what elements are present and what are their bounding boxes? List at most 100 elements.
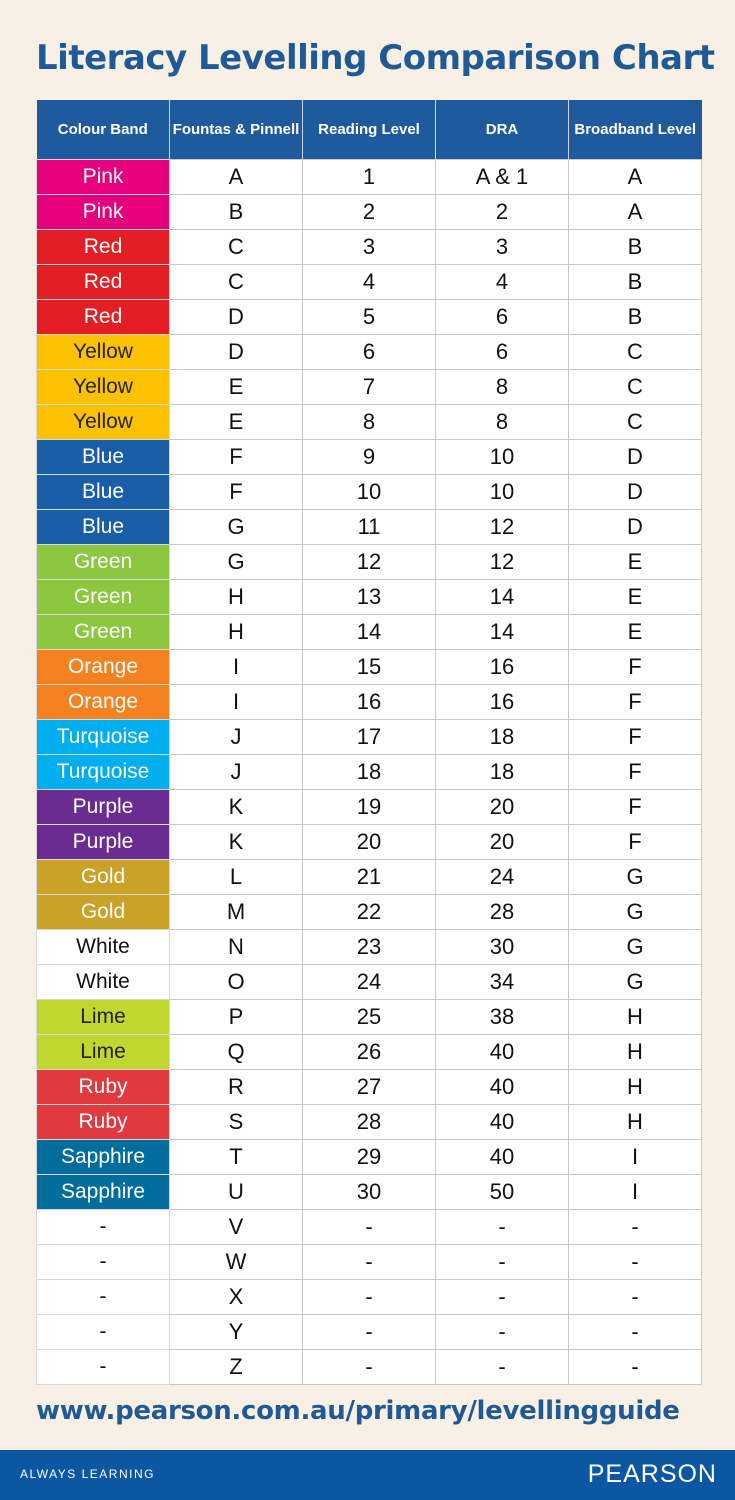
cell-reading-level: 18 xyxy=(302,754,436,790)
cell-dra: 18 xyxy=(435,719,569,755)
cell-broadband-level: G xyxy=(568,894,702,930)
cell-broadband-level: B xyxy=(568,299,702,335)
cell-broadband-level: - xyxy=(568,1244,702,1280)
table-row: Blue F 9 10 D xyxy=(36,439,702,475)
cell-fountas-pinnell: G xyxy=(169,544,303,580)
cell-reading-level: 3 xyxy=(302,229,436,265)
cell-dra: 14 xyxy=(435,579,569,615)
cell-dra: 16 xyxy=(435,649,569,685)
cell-colour-band: Gold xyxy=(36,894,170,930)
table-row: Ruby S 28 40 H xyxy=(36,1104,702,1140)
table-row: Purple K 20 20 F xyxy=(36,824,702,860)
table-row: Red C 4 4 B xyxy=(36,264,702,300)
cell-colour-band: Ruby xyxy=(36,1069,170,1105)
footer-bar: ALWAYS LEARNING PEARSON xyxy=(0,1450,735,1500)
cell-fountas-pinnell: F xyxy=(169,439,303,475)
cell-colour-band: - xyxy=(36,1209,170,1245)
cell-broadband-level: I xyxy=(568,1139,702,1175)
cell-dra: 6 xyxy=(435,299,569,335)
cell-fountas-pinnell: V xyxy=(169,1209,303,1245)
cell-colour-band: Blue xyxy=(36,509,170,545)
cell-fountas-pinnell: B xyxy=(169,194,303,230)
cell-dra: 34 xyxy=(435,964,569,1000)
table-row: Lime P 25 38 H xyxy=(36,999,702,1035)
cell-broadband-level: - xyxy=(568,1209,702,1245)
table-row: Yellow D 6 6 C xyxy=(36,334,702,370)
cell-fountas-pinnell: Y xyxy=(169,1314,303,1350)
cell-colour-band: Purple xyxy=(36,824,170,860)
cell-colour-band: Ruby xyxy=(36,1104,170,1140)
cell-fountas-pinnell: P xyxy=(169,999,303,1035)
cell-broadband-level: G xyxy=(568,859,702,895)
table-body: Pink A 1 A & 1 A Pink B 2 2 A Red C 3 3 B Red C 4 4 B Red D 5 6… xyxy=(36,159,702,1385)
table-row: Gold M 22 28 G xyxy=(36,894,702,930)
cell-reading-level: 22 xyxy=(302,894,436,930)
table-row: -X--- xyxy=(36,1279,702,1315)
cell-reading-level: 27 xyxy=(302,1069,436,1105)
cell-reading-level: 19 xyxy=(302,789,436,825)
cell-dra: 14 xyxy=(435,614,569,650)
website-link[interactable]: www.pearson.com.au/primary/levellingguid… xyxy=(36,1396,680,1426)
cell-reading-level: 30 xyxy=(302,1174,436,1210)
cell-reading-level: 16 xyxy=(302,684,436,720)
cell-colour-band: Yellow xyxy=(36,404,170,440)
cell-broadband-level: G xyxy=(568,964,702,1000)
cell-colour-band: Blue xyxy=(36,439,170,475)
cell-broadband-level: F xyxy=(568,789,702,825)
cell-fountas-pinnell: I xyxy=(169,649,303,685)
cell-fountas-pinnell: T xyxy=(169,1139,303,1175)
cell-reading-level: 6 xyxy=(302,334,436,370)
cell-dra: 24 xyxy=(435,859,569,895)
cell-reading-level: - xyxy=(302,1314,436,1350)
cell-colour-band: Yellow xyxy=(36,334,170,370)
table-row: Blue F 10 10 D xyxy=(36,474,702,510)
cell-broadband-level: G xyxy=(568,929,702,965)
cell-colour-band: Orange xyxy=(36,649,170,685)
cell-broadband-level: F xyxy=(568,754,702,790)
cell-colour-band: Yellow xyxy=(36,369,170,405)
cell-reading-level: - xyxy=(302,1279,436,1315)
cell-colour-band: White xyxy=(36,929,170,965)
cell-broadband-level: C xyxy=(568,404,702,440)
cell-fountas-pinnell: F xyxy=(169,474,303,510)
table-row: Purple K 19 20 F xyxy=(36,789,702,825)
cell-reading-level: 13 xyxy=(302,579,436,615)
cell-dra: - xyxy=(435,1244,569,1280)
cell-dra: 16 xyxy=(435,684,569,720)
cell-broadband-level: D xyxy=(568,509,702,545)
cell-colour-band: Orange xyxy=(36,684,170,720)
cell-dra: A & 1 xyxy=(435,159,569,195)
cell-reading-level: - xyxy=(302,1349,436,1385)
table-row: -Y--- xyxy=(36,1314,702,1350)
cell-colour-band: Pink xyxy=(36,159,170,195)
cell-broadband-level: C xyxy=(568,369,702,405)
table-row: -Z--- xyxy=(36,1349,702,1385)
cell-colour-band: Lime xyxy=(36,1034,170,1070)
cell-colour-band: Turquoise xyxy=(36,754,170,790)
table-row: -V--- xyxy=(36,1209,702,1245)
cell-fountas-pinnell: U xyxy=(169,1174,303,1210)
cell-fountas-pinnell: E xyxy=(169,404,303,440)
cell-dra: 28 xyxy=(435,894,569,930)
cell-fountas-pinnell: N xyxy=(169,929,303,965)
cell-reading-level: 20 xyxy=(302,824,436,860)
cell-dra: 20 xyxy=(435,824,569,860)
cell-broadband-level: I xyxy=(568,1174,702,1210)
cell-dra: 50 xyxy=(435,1174,569,1210)
table-row: Gold L 21 24 G xyxy=(36,859,702,895)
footer-tagline: ALWAYS LEARNING xyxy=(20,1467,155,1481)
cell-fountas-pinnell: Z xyxy=(169,1349,303,1385)
cell-dra: 30 xyxy=(435,929,569,965)
cell-colour-band: Red xyxy=(36,229,170,265)
header-dra: DRA xyxy=(435,100,569,160)
cell-fountas-pinnell: C xyxy=(169,229,303,265)
table-row: Sapphire T 29 40 I xyxy=(36,1139,702,1175)
table-row: Yellow E 8 8 C xyxy=(36,404,702,440)
cell-fountas-pinnell: H xyxy=(169,614,303,650)
cell-reading-level: 11 xyxy=(302,509,436,545)
cell-reading-level: 12 xyxy=(302,544,436,580)
cell-reading-level: 7 xyxy=(302,369,436,405)
table-row: Red D 5 6 B xyxy=(36,299,702,335)
cell-fountas-pinnell: K xyxy=(169,789,303,825)
cell-colour-band: - xyxy=(36,1314,170,1350)
